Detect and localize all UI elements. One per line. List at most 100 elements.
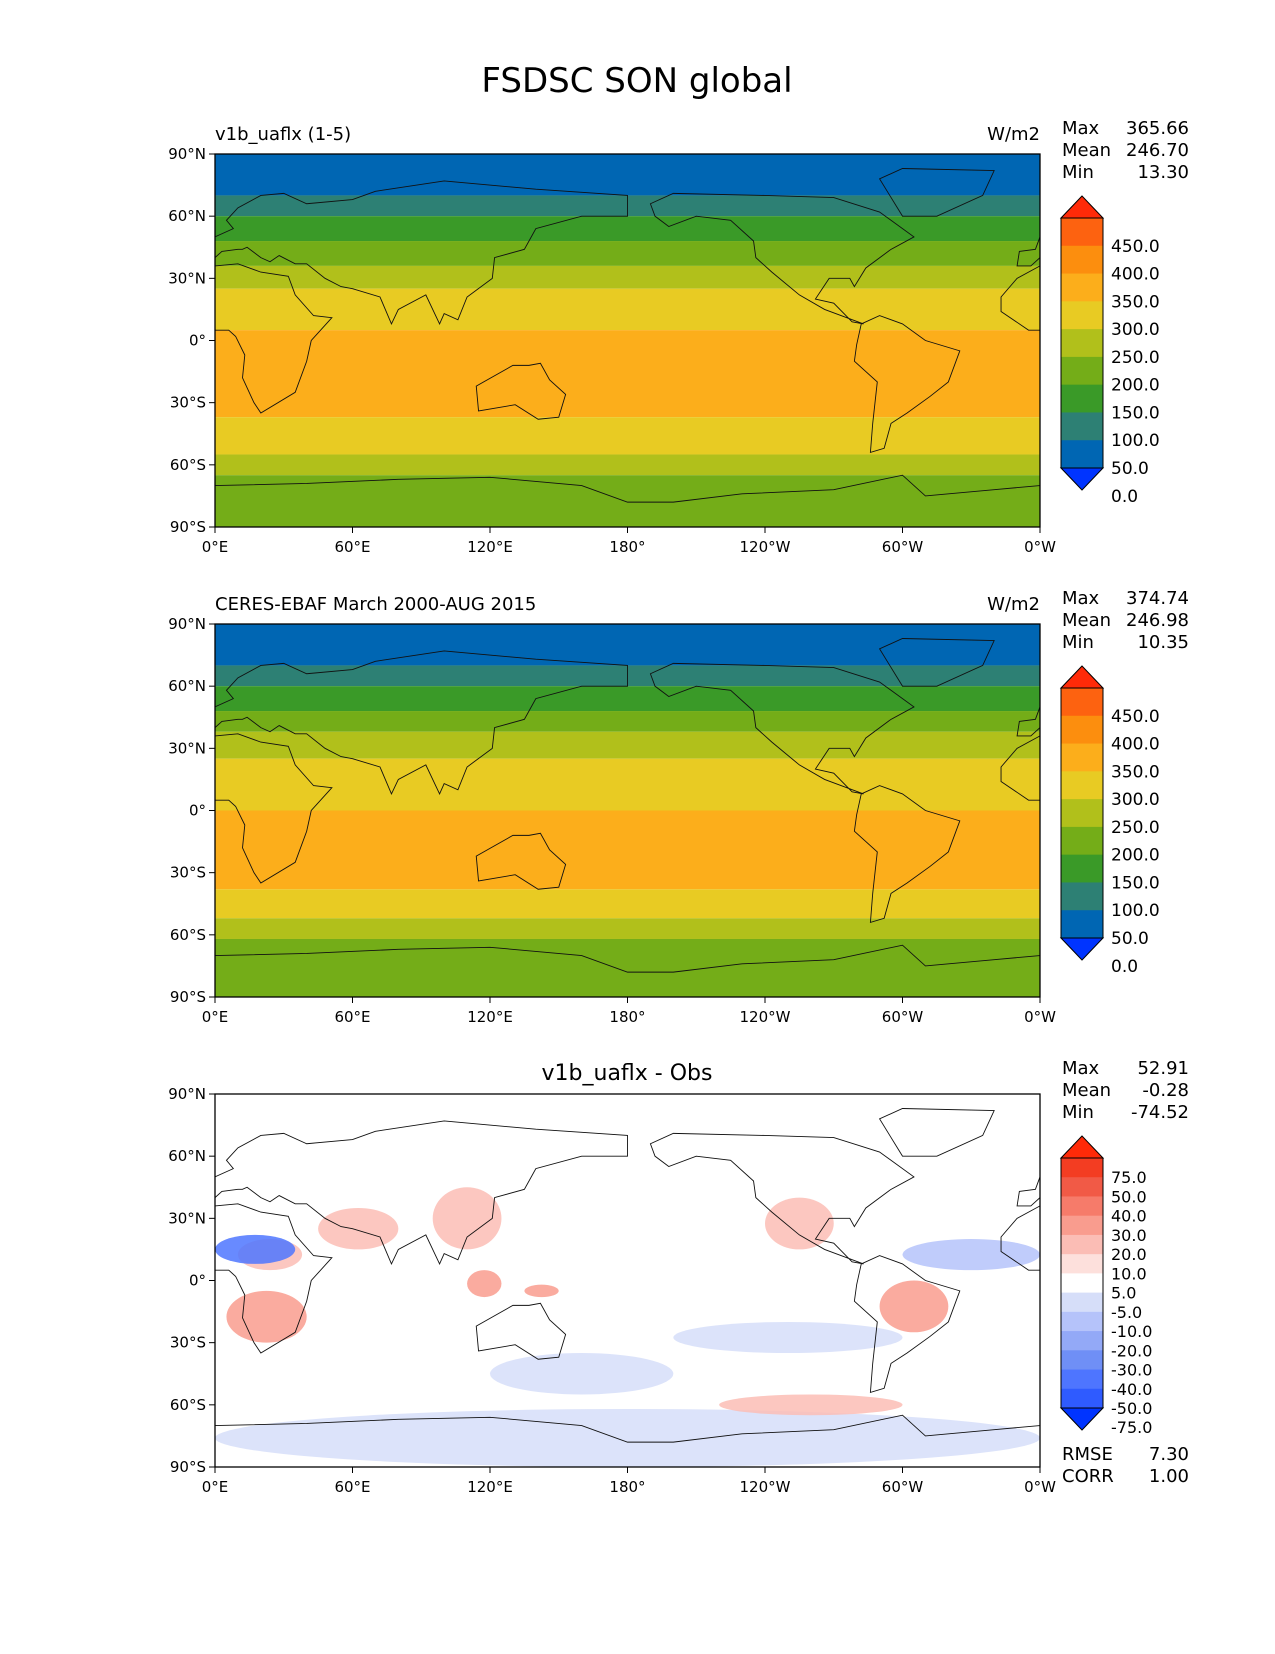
panel-1-band-0	[215, 154, 1040, 196]
panel-3-colorbar-max-extend	[1059, 1135, 1105, 1159]
panel-2-band-6	[215, 810, 1040, 890]
coastline-australia	[475, 362, 567, 420]
panel-1-colorbar-min-extend	[1059, 467, 1105, 491]
panel-1-xtick-label-6: 0°W	[1024, 538, 1056, 556]
panel-2-band-9	[215, 938, 1040, 997]
panel-3-colorbar-label-3: 30.0	[1111, 1226, 1147, 1245]
panel-1-colorbar-seg-1	[1061, 245, 1103, 275]
panel-3-colorbar-seg-11	[1061, 1369, 1103, 1390]
panel-1-stat-value-1: 246.70	[1126, 140, 1189, 161]
panel-2-colorbar-seg-6	[1061, 854, 1103, 883]
panel-1-colorbar-seg-0	[1061, 218, 1103, 247]
panel-1-xtick-label-3: 180°	[609, 538, 645, 556]
panel-1-colorbar-label-1: 400.0	[1111, 265, 1160, 285]
panel-1-colorbar-label-2: 350.0	[1111, 292, 1160, 312]
panel-3-anomaly-11	[490, 1353, 674, 1395]
panel-1-colorbar: 450.0 400.0 350.0 300.0 250.0 200.0 150.0 100.0…	[1059, 195, 1160, 507]
panel-2-stat-label-1: Mean	[1062, 610, 1111, 631]
panel-2-colorbar-seg-5	[1061, 826, 1103, 856]
panel-3-anomaly-12	[673, 1321, 903, 1354]
coastline-samerica	[853, 315, 961, 454]
panel-2-colorbar-label-9: 0.0	[1111, 957, 1138, 977]
panel-1-xtick-label-1: 60°E	[334, 538, 370, 556]
panel-3-corr-value: 1.00	[1149, 1466, 1189, 1487]
panel-2-stat-label-0: Max	[1062, 588, 1100, 609]
panel-3-colorbar-label-7: -5.0	[1111, 1303, 1142, 1322]
panel-2-map	[215, 624, 1040, 997]
panel-2-band-5	[215, 758, 1040, 811]
panel-1-band-3	[215, 241, 1040, 266]
panel-1-band-6	[215, 330, 1040, 418]
panel-3-colorbar-seg-10	[1061, 1350, 1103, 1371]
panel-1-band-8	[215, 454, 1040, 476]
panel-3-xtick-label-3: 180°	[609, 1478, 645, 1496]
panel-1-colorbar-label-7: 100.0	[1111, 431, 1160, 451]
panel-2-colorbar-max-extend	[1059, 665, 1105, 689]
panel-1-colorbar-seg-8	[1061, 440, 1103, 469]
panel-1-axes: 0°E 60°E 120°E 180° 120°W 60°W 0°W 90°N 60°N 30°N…	[168, 145, 1056, 556]
panel-2-colorbar-min-extend	[1059, 937, 1105, 961]
panel-3-colorbar-label-6: 5.0	[1111, 1284, 1136, 1303]
panel-3-colorbar-seg-7	[1061, 1292, 1103, 1313]
coastline-namerica	[649, 662, 915, 795]
panel-2-colorbar-seg-8	[1061, 910, 1103, 939]
panel-2-colorbar-outline	[1060, 687, 1104, 939]
panel-3-ytick-label-5: 60°S	[170, 1396, 206, 1414]
panel-1-colorbar-label-8: 50.0	[1111, 459, 1149, 479]
panel-3-colorbar-label-5: 10.0	[1111, 1264, 1147, 1283]
panel-1-ytick-label-5: 60°S	[170, 456, 206, 474]
panel-3-xtick-label-0: 0°E	[202, 1478, 229, 1496]
panel-3-colorbar-label-4: 20.0	[1111, 1245, 1147, 1264]
panel-2-colorbar-label-1: 400.0	[1111, 735, 1160, 755]
panel-3-anomaly-0	[226, 1290, 307, 1343]
panel-1-stat-label-2: Min	[1062, 162, 1094, 183]
panel-1-xtick-label-2: 120°E	[467, 538, 513, 556]
panel-3-colorbar-seg-2	[1061, 1196, 1103, 1217]
panel-2-xtick-label-2: 120°E	[467, 1008, 513, 1026]
panel-1-colorbar-seg-3	[1061, 301, 1103, 330]
panel-3-colorbar-min-extend	[1059, 1407, 1105, 1431]
panel-2-ytick-label-3: 0°	[189, 802, 206, 820]
panel-2-band-7	[215, 889, 1040, 919]
panel-3-corr-label: CORR	[1062, 1466, 1114, 1487]
panel-3-ytick-label-0: 90°N	[168, 1085, 206, 1103]
panel-2-xtick-label-1: 60°E	[334, 1008, 370, 1026]
panel-3-axes: 0°E 60°E 120°E 180° 120°W 60°W 0°W 90°N 60°N 30°N…	[168, 1085, 1056, 1496]
panel-2-colorbar: 450.0 400.0 350.0 300.0 250.0 200.0 150.0 100.0…	[1059, 665, 1160, 977]
panel-1-colorbar-outline	[1060, 217, 1104, 469]
coastline-samerica	[853, 785, 961, 924]
panel-3-rmse-value: 7.30	[1149, 1444, 1189, 1465]
panel-3-colorbar-seg-0	[1061, 1158, 1103, 1178]
panel-3-colorbar-seg-6	[1061, 1273, 1103, 1294]
panel-3-colorbar-outline	[1060, 1157, 1104, 1409]
panel-3-anomaly-13	[719, 1394, 903, 1416]
coastline-greenland	[878, 638, 995, 687]
panel-1-ytick-label-2: 30°N	[168, 269, 206, 287]
coastline-australia	[475, 1302, 567, 1360]
panel-3-colorbar-label-2: 40.0	[1111, 1207, 1147, 1226]
panel-2-xtick-label-3: 180°	[609, 1008, 645, 1026]
panel-3-colorbar-label-0: 75.0	[1111, 1168, 1147, 1187]
panel-1-stat-label-0: Max	[1062, 118, 1100, 139]
panel-1-band-4	[215, 265, 1040, 289]
figure-title: FSDSC SON global	[481, 61, 792, 101]
panel-2-stat-value-0: 374.74	[1126, 588, 1189, 609]
panel-3-colorbar-seg-4	[1061, 1234, 1103, 1255]
panel-3-ytick-label-4: 30°S	[170, 1334, 206, 1352]
panel-2-colorbar-label-0: 450.0	[1111, 707, 1160, 727]
panel-3-anomaly-6	[524, 1284, 559, 1298]
panel-1-units: W/m2	[987, 124, 1040, 145]
panel-3-anomaly-9	[902, 1239, 1040, 1271]
coastline-africa	[215, 733, 333, 884]
panel-2-band-8	[215, 918, 1040, 939]
panel-1-band-2	[215, 216, 1040, 242]
coastline-namerica	[649, 192, 915, 325]
coastline-greenland	[878, 168, 995, 217]
panel-2-xtick-label-5: 60°W	[882, 1008, 924, 1026]
panel-1-colorbar-max-extend	[1059, 195, 1105, 219]
panel-1-stat-value-2: 13.30	[1137, 162, 1189, 183]
panel-2-colorbar-seg-2	[1061, 743, 1103, 772]
panel-1-colorbar-seg-6	[1061, 384, 1103, 413]
panel-1-colorbar-label-6: 150.0	[1111, 403, 1160, 423]
